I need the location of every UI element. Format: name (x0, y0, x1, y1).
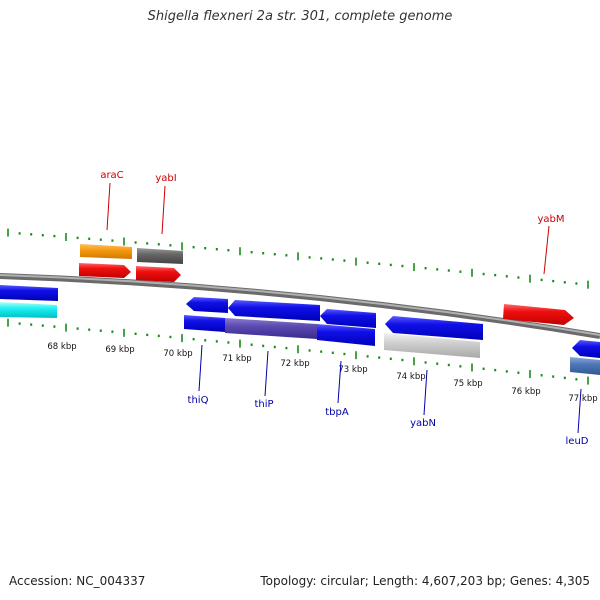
gene-araC-cds[interactable] (79, 263, 131, 278)
gene-label-leuD[interactable]: leuD (566, 436, 589, 447)
gene-yabN-feature[interactable] (384, 333, 480, 358)
gene-yabI-cds[interactable] (136, 266, 181, 282)
lower-gene-labels: thiQ thiP tbpA yabN leuD (188, 344, 589, 447)
gene-label-thiP[interactable]: thiP (254, 399, 273, 410)
gene-leuD-feature[interactable] (570, 357, 600, 375)
gene-araC-feature[interactable] (80, 244, 132, 259)
gene-thiP-cds[interactable] (228, 300, 320, 321)
gene-tbpA-cds[interactable] (320, 309, 376, 328)
leader-line (423, 369, 428, 416)
kbp-label: 70 kbp (163, 349, 192, 359)
gene-yabN-cds[interactable] (385, 316, 483, 340)
gene-label-yabM[interactable]: yabM (537, 214, 564, 225)
gene-label-tbpA[interactable]: tbpA (325, 407, 349, 418)
gene-label-araC[interactable]: araC (100, 170, 123, 181)
lower-tick-track (7, 318, 589, 385)
gene-thiP-feature[interactable] (225, 318, 317, 339)
gene-tbpA-feature[interactable] (317, 324, 375, 346)
leader-line (264, 350, 269, 397)
gene-left-cyan-block[interactable] (0, 302, 57, 318)
gene-thiQ-cds[interactable] (186, 297, 228, 313)
kbp-label: 74 kbp (396, 372, 425, 382)
leader-line (106, 182, 111, 231)
upper-tick-track (7, 228, 589, 289)
kbp-scale: 68 kbp 69 kbp 70 kbp 71 kbp 72 kbp 73 kb… (47, 342, 597, 404)
gene-yabI-feature[interactable] (137, 248, 183, 264)
lower-genes (0, 285, 600, 375)
kbp-label: 76 kbp (511, 387, 540, 397)
kbp-label: 69 kbp (105, 345, 134, 355)
gene-label-thiQ[interactable]: thiQ (188, 395, 209, 406)
kbp-label: 68 kbp (47, 342, 76, 352)
map-title: Shigella flexneri 2a str. 301, complete … (147, 9, 453, 24)
leader-line (337, 360, 342, 404)
leader-line (198, 344, 203, 392)
kbp-label: 71 kbp (222, 354, 251, 364)
leader-line (543, 225, 550, 275)
kbp-label: 77 kbp (568, 394, 597, 404)
upper-gene-labels: araC yabI yabM (100, 170, 565, 275)
genome-summary-text: Topology: circular; Length: 4,607,203 bp… (260, 574, 590, 588)
kbp-label: 75 kbp (453, 379, 482, 389)
upper-genes (79, 244, 574, 325)
gene-label-yabI[interactable]: yabI (155, 173, 176, 184)
gene-yabM-cds[interactable] (503, 304, 574, 325)
leader-line (161, 185, 166, 235)
genome-backbone (0, 273, 600, 339)
kbp-label: 72 kbp (280, 359, 309, 369)
gene-label-yabN[interactable]: yabN (410, 418, 436, 429)
leader-line (577, 388, 582, 434)
gene-thiQ-feature[interactable] (184, 315, 225, 332)
gene-left-block[interactable] (0, 285, 58, 301)
gene-leuD-cds[interactable] (572, 340, 600, 358)
genome-backbone-highlight (0, 274, 600, 336)
kbp-label: 73 kbp (338, 365, 367, 375)
accession-text: Accession: NC_004337 (9, 574, 146, 588)
